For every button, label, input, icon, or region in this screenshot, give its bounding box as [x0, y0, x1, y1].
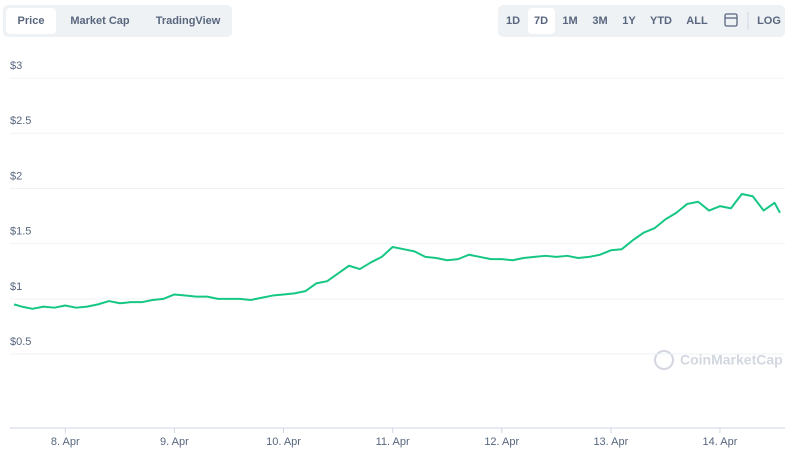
watermark: CoinMarketCap	[654, 350, 783, 370]
calendar-icon[interactable]	[724, 13, 738, 27]
x-tick-label: 9. Apr	[160, 436, 189, 448]
range[interactable]: 1M	[562, 15, 577, 27]
range[interactable]: 1D	[506, 15, 520, 27]
range[interactable]: 1Y	[622, 15, 636, 27]
range[interactable]: LOG	[757, 15, 781, 27]
x-tick-label: 8. Apr	[51, 436, 80, 448]
range[interactable]: 3M	[592, 15, 607, 27]
y-tick-label: $1	[10, 281, 22, 293]
x-tick-label: 11. Apr	[376, 436, 410, 448]
x-tick-label: 13. Apr	[593, 436, 628, 448]
y-tick-label: $1.5	[10, 226, 31, 238]
tab[interactable]: Market Cap	[70, 15, 130, 27]
range-selected	[528, 8, 555, 34]
tab[interactable]: Price	[18, 15, 45, 27]
y-tick-label: $3	[10, 60, 22, 72]
range[interactable]: ALL	[686, 15, 708, 27]
y-tick-label: $2.5	[10, 115, 31, 127]
x-tick-label: 14. Apr	[703, 436, 738, 448]
y-tick-label: $0.5	[10, 336, 31, 348]
range[interactable]: 7D	[534, 15, 548, 27]
x-tick-label: 12. Apr	[484, 436, 519, 448]
x-tick-label: 10. Apr	[266, 436, 301, 448]
y-tick-label: $2	[10, 170, 22, 182]
range[interactable]: YTD	[650, 15, 672, 27]
tab[interactable]: TradingView	[156, 15, 221, 27]
range-group	[498, 5, 785, 37]
tab-group	[3, 5, 232, 37]
price-line	[13, 193, 781, 310]
watermark-text: CoinMarketCap	[680, 352, 783, 368]
tab-selected	[6, 8, 56, 34]
